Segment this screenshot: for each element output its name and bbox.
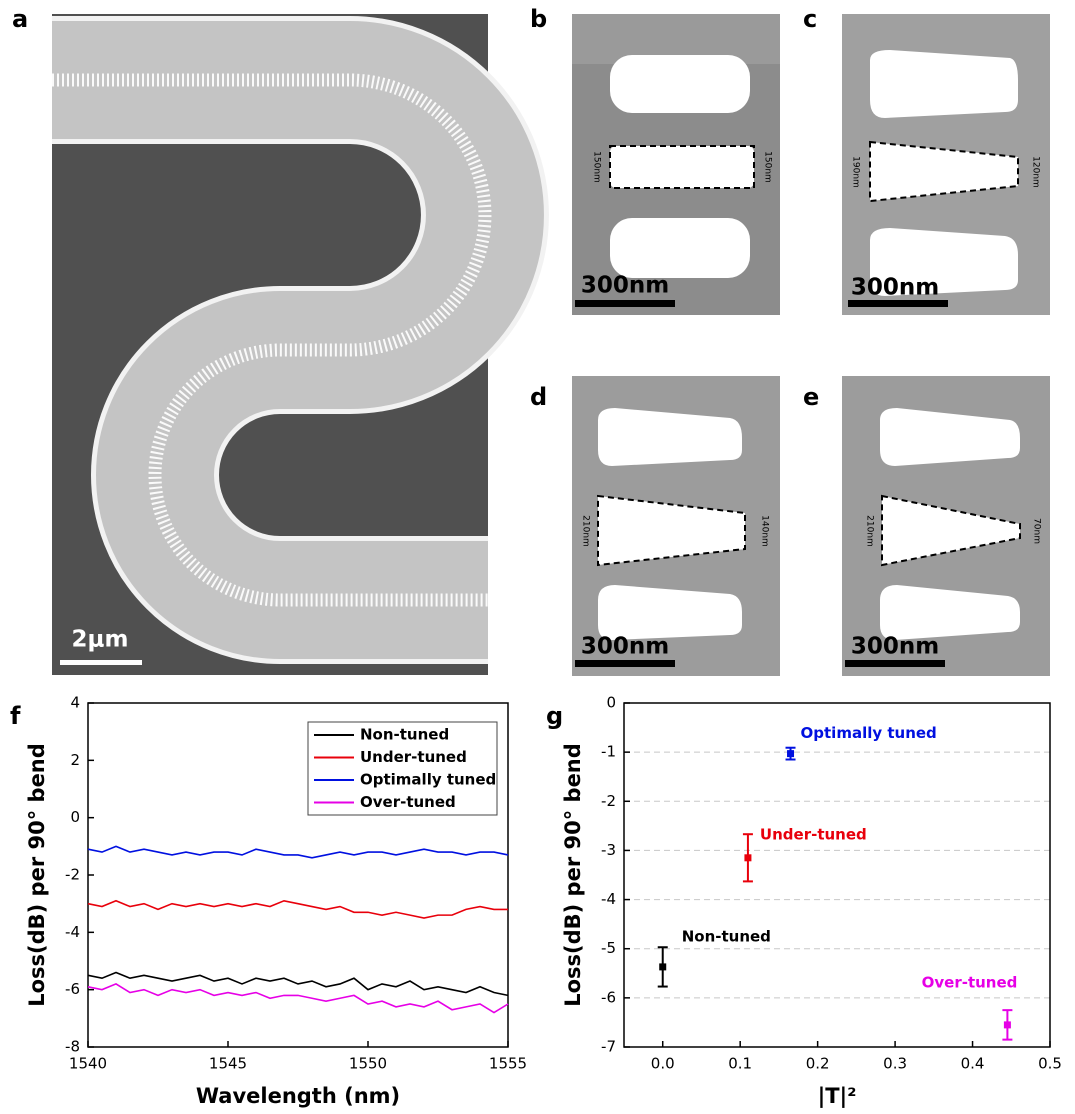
hole	[870, 142, 1018, 201]
point-annotation: Over-tuned	[922, 973, 1018, 991]
scale-bar	[575, 300, 675, 307]
scale-label: 300nm	[581, 634, 669, 660]
plot-frame	[623, 702, 1051, 1048]
x-axis-title: Wavelength (nm)	[196, 1084, 400, 1108]
series-line	[87, 899, 508, 919]
legend-label: Under-tuned	[360, 748, 467, 766]
point-annotation: Optimally tuned	[801, 724, 937, 742]
panel-label: b	[530, 5, 547, 33]
hole	[880, 585, 1020, 640]
legend-label: Optimally tuned	[360, 771, 496, 789]
legend-label: Over-tuned	[360, 793, 456, 811]
y-axis-title: Loss(dB) per 90° bend	[561, 743, 585, 1007]
y-axis-title: Loss(dB) per 90° bend	[25, 743, 49, 1007]
hole	[880, 408, 1020, 466]
dimension: 150nm	[592, 151, 602, 183]
point-annotation: Non-tuned	[682, 927, 771, 945]
plot-frame	[87, 702, 509, 1048]
x-tick-label: 0.3	[883, 1055, 907, 1073]
y-tick-label: -6	[65, 980, 80, 998]
hole	[882, 496, 1020, 565]
x-tick-label: 0.4	[961, 1055, 985, 1073]
scale-bar	[575, 660, 675, 667]
series-line	[87, 971, 509, 997]
hole	[598, 496, 745, 565]
point	[744, 854, 752, 862]
x-tick-label: 1555	[489, 1055, 527, 1073]
dimension: 140nm	[760, 515, 770, 547]
y-tick-label: 0	[70, 808, 80, 826]
point	[1003, 1021, 1011, 1029]
dimension: 210nm	[581, 515, 591, 547]
grating	[52, 73, 492, 607]
outline	[881, 494, 1021, 567]
scale-label: 300nm	[581, 273, 669, 299]
y-tick-label: 0	[606, 694, 616, 712]
outline	[609, 145, 755, 189]
y-tick-label: -6	[601, 988, 616, 1006]
scale-bar	[60, 660, 142, 665]
y-tick-label: 4	[70, 694, 80, 712]
hole	[598, 408, 742, 466]
panel-label: g	[546, 702, 563, 730]
dimension: 70nm	[1032, 518, 1042, 544]
y-tick-label: -4	[65, 923, 80, 941]
scale-bar	[848, 300, 948, 307]
x-tick-label: 1545	[209, 1055, 247, 1073]
panel-label: f	[10, 702, 21, 730]
dimension: 190nm	[851, 156, 861, 188]
x-tick-label: 0.1	[728, 1055, 752, 1073]
hole	[870, 50, 1018, 118]
point-annotation: Under-tuned	[760, 825, 867, 843]
x-axis-title: |T|²	[818, 1084, 857, 1109]
x-tick-label: 0.2	[806, 1055, 830, 1073]
point	[659, 963, 667, 971]
dimension: 150nm	[763, 151, 773, 183]
panel-label: a	[12, 5, 28, 33]
y-tick-label: -1	[601, 743, 616, 761]
outline	[597, 494, 746, 567]
panel-label: c	[803, 5, 817, 33]
y-tick-label: -4	[601, 890, 616, 908]
panel-label: d	[530, 383, 547, 411]
y-tick-label: -5	[601, 939, 616, 957]
series-line	[87, 983, 509, 1014]
hole	[610, 55, 750, 113]
y-tick-label: -2	[65, 866, 80, 884]
series-line	[87, 845, 509, 859]
y-tick-label: -2	[601, 792, 616, 810]
y-tick-label: -3	[601, 841, 616, 859]
x-tick-label: 0.5	[1038, 1055, 1062, 1073]
scale-label: 300nm	[851, 275, 939, 301]
panel-label: e	[803, 383, 819, 411]
scale-label: 300nm	[851, 634, 939, 660]
y-tick-label: 2	[70, 751, 80, 769]
x-tick-label: 1540	[69, 1055, 107, 1073]
x-tick-label: 1550	[349, 1055, 387, 1073]
x-tick-label: 0.0	[651, 1055, 675, 1073]
legend-box	[307, 721, 498, 816]
hole	[610, 146, 754, 188]
hole	[870, 228, 1018, 296]
dimension: 210nm	[865, 515, 875, 547]
dimension: 120nm	[1031, 156, 1041, 188]
y-tick-label: -8	[65, 1038, 80, 1056]
hole	[598, 585, 742, 640]
y-tick-label: -7	[601, 1038, 616, 1056]
hole	[610, 218, 750, 278]
scale-bar	[845, 660, 945, 667]
legend-label: Non-tuned	[360, 726, 449, 744]
scale-label: 2μm	[72, 627, 129, 653]
point	[787, 750, 795, 758]
